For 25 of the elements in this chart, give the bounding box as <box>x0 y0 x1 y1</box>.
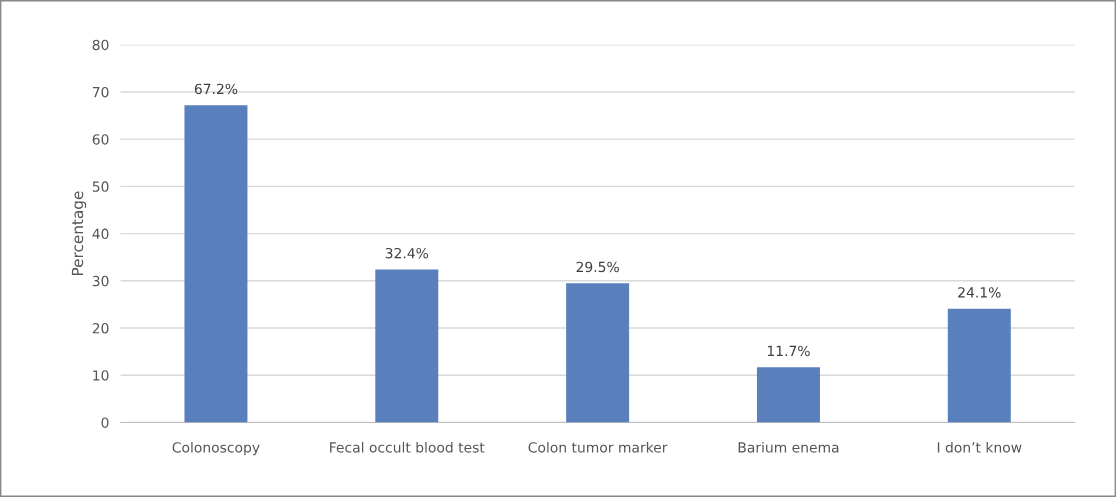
data-label: 11.7% <box>767 345 810 357</box>
x-tick-label: Fecal occult blood test <box>330 441 485 453</box>
y-tick-label: 40 <box>92 228 109 240</box>
y-axis-title: Percentage <box>71 191 87 276</box>
y-tick-label: 10 <box>93 370 109 381</box>
y-tick-label: 50 <box>92 181 109 192</box>
y-tick-label: 70 <box>92 86 109 98</box>
bar <box>184 105 248 423</box>
x-tick-label: Colon tumor marker <box>528 441 668 453</box>
data-label: 67.2% <box>194 83 238 95</box>
data-label: 24.1% <box>958 287 1001 298</box>
x-tick-label: Barium enema <box>738 441 839 453</box>
data-label: 29.5% <box>576 261 619 273</box>
bar <box>756 367 820 423</box>
x-tick-label: Colonoscopy <box>172 441 260 456</box>
bar <box>947 308 1011 423</box>
x-tick-label: I don’t know <box>937 441 1022 453</box>
bar <box>375 269 439 423</box>
y-tick-label: 0 <box>101 417 109 428</box>
y-tick-label: 60 <box>92 134 109 145</box>
bar <box>566 283 630 423</box>
y-tick-label: 20 <box>92 322 109 334</box>
y-tick-label: 30 <box>92 275 109 287</box>
data-label: 32.4% <box>385 247 429 259</box>
y-tick-label: 80 <box>92 39 109 51</box>
